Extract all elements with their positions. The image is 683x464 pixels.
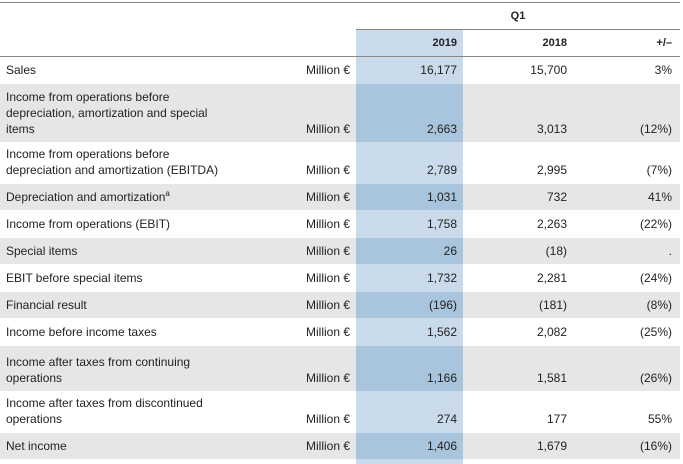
unit: Million € [305, 412, 350, 426]
row-band-highlight [356, 346, 463, 391]
header-rule [0, 56, 680, 57]
value: (181) [538, 298, 567, 312]
value: 2,263 [536, 217, 567, 231]
row-label: Income after taxes from continuing opera… [6, 346, 234, 392]
value: (24%) [639, 271, 672, 285]
value: 3,013 [536, 122, 567, 136]
value: (8%) [646, 298, 672, 312]
value: 177 [546, 412, 567, 426]
label-text: Income from operations (EBIT) [6, 217, 171, 231]
value: 15,700 [530, 63, 567, 77]
value: 55% [647, 412, 672, 426]
value: 3% [654, 63, 672, 77]
value: 2,789 [426, 163, 457, 177]
value: (25%) [639, 325, 672, 339]
value: (16%) [639, 439, 672, 453]
unit: Million € [305, 244, 350, 258]
value: 16,177 [420, 63, 457, 77]
period-header: Q1 [510, 10, 526, 22]
row-label: Income after taxes from discontinued ope… [6, 392, 234, 433]
label-text: Special items [6, 244, 78, 258]
value: (12%) [639, 122, 672, 136]
row-band [0, 346, 680, 391]
label-text: EBIT before special items [6, 271, 143, 285]
label-text: Net income [6, 439, 67, 453]
row-band [0, 292, 680, 318]
value: 1,679 [536, 439, 567, 453]
unit: Million € [305, 190, 350, 204]
row-label: Special items [6, 238, 234, 265]
row-band-highlight [356, 292, 463, 318]
value: (26%) [639, 371, 672, 385]
value: 1,581 [536, 371, 567, 385]
label-text: Income after taxes from continuing opera… [6, 355, 191, 385]
unit: Million € [305, 122, 350, 136]
unit: Million € [305, 271, 350, 285]
value: 1,031 [426, 190, 457, 204]
unit: Million € [305, 63, 350, 77]
value: 41% [647, 190, 672, 204]
unit: Million € [305, 217, 350, 231]
label-text: Income before income taxes [6, 325, 157, 339]
period-rule [356, 29, 680, 30]
row-label: Income from operations before depreciati… [6, 84, 234, 143]
value: 26 [443, 244, 457, 258]
value: 2,281 [536, 271, 567, 285]
value: 1,562 [426, 325, 457, 339]
row-label: Net income [6, 433, 234, 460]
label-text: Sales [6, 63, 37, 77]
unit: Million € [305, 298, 350, 312]
value: 732 [546, 190, 567, 204]
unit: Million € [305, 439, 350, 453]
column-header: 2019 [432, 37, 457, 49]
value: 1,758 [426, 217, 457, 231]
row-band-highlight [356, 433, 463, 459]
label-text: Financial result [6, 298, 87, 312]
row-band [0, 84, 680, 142]
value: 2,663 [426, 122, 457, 136]
row-label: Depreciation and amortizationa [6, 184, 234, 211]
value: 2,995 [536, 163, 567, 177]
row-band [0, 433, 680, 459]
value: (22%) [639, 217, 672, 231]
label-text: Income from operations before depreciati… [6, 147, 219, 177]
value: (196) [428, 298, 457, 312]
value: 1,406 [426, 439, 457, 453]
value: (7%) [646, 163, 672, 177]
value: 1,166 [426, 371, 457, 385]
label-text: Income after taxes from discontinued ope… [6, 396, 203, 426]
unit: Million € [305, 325, 350, 339]
row-band-highlight [356, 238, 463, 264]
footnote-mark: a [165, 189, 170, 198]
row-label: Sales [6, 57, 234, 84]
row-band [0, 238, 680, 264]
row-label: Income from operations (EBIT) [6, 211, 234, 238]
unit: Million € [305, 163, 350, 177]
row-label: EBIT before special items [6, 265, 234, 292]
row-label: Financial result [6, 292, 234, 319]
column-header: 2018 [542, 37, 567, 49]
value: (18) [545, 244, 567, 258]
value: 274 [436, 412, 457, 426]
value: 1,732 [426, 271, 457, 285]
value: . [668, 244, 672, 258]
label-text: Depreciation and amortizationa [6, 189, 170, 205]
top-rule [0, 2, 680, 3]
row-band-highlight [356, 84, 463, 142]
unit: Million € [305, 371, 350, 385]
row-band-highlight [356, 184, 463, 210]
label-text: Income from operations before depreciati… [6, 90, 208, 136]
column-header: +/– [656, 37, 672, 49]
row-label: Income from operations before depreciati… [6, 143, 234, 184]
value: 2,082 [536, 325, 567, 339]
row-label: Income before income taxes [6, 319, 234, 346]
row-band [0, 184, 680, 210]
